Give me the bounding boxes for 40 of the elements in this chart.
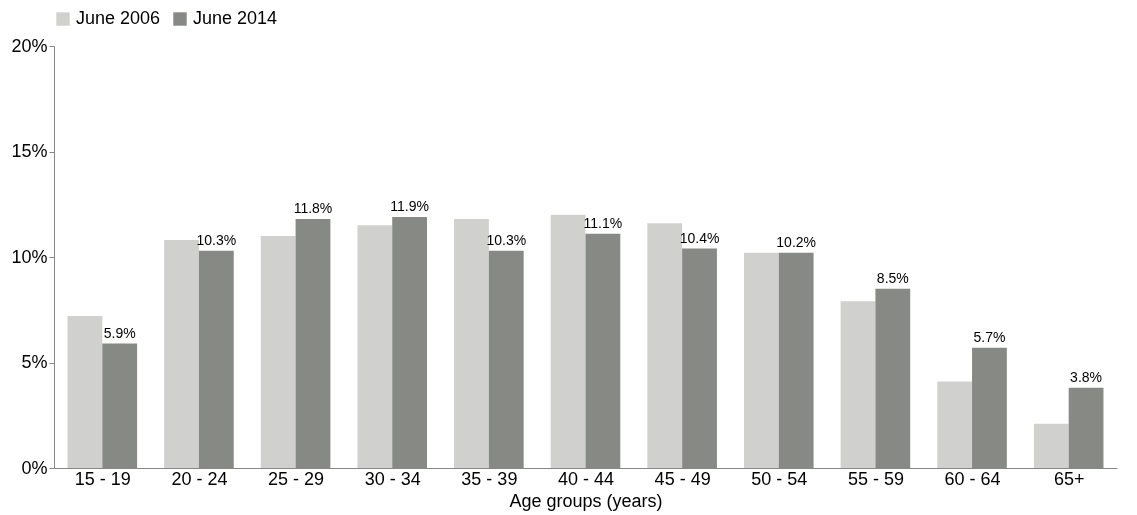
bar: [1033, 423, 1069, 468]
x-tick-label: 25 - 29: [268, 468, 325, 489]
y-tick-label: 0%: [21, 457, 48, 478]
x-tick-label: 60 - 64: [944, 468, 1001, 489]
bar: [260, 235, 296, 468]
bar: [357, 225, 393, 468]
data-label: 10.4%: [679, 229, 720, 246]
data-label: 11.1%: [583, 214, 623, 231]
data-label: 10.3%: [486, 231, 527, 248]
x-tick-label: 15 - 19: [74, 468, 131, 489]
y-tick-label: 15%: [11, 141, 48, 161]
x-tick-label: 50 - 54: [751, 468, 808, 489]
legend-label: June 2006: [76, 8, 161, 28]
x-axis-title: Age groups (years): [509, 490, 663, 511]
x-tick-label: 20 - 24: [171, 468, 228, 489]
data-label: 10.3%: [196, 231, 237, 248]
x-tick-label: 65+: [1053, 468, 1085, 489]
x-tick-label: 40 - 44: [557, 468, 615, 489]
x-tick-label: 30 - 34: [364, 468, 421, 489]
data-label: 11.8%: [293, 200, 333, 217]
bar: [164, 240, 199, 468]
x-tick-label: 45 - 49: [654, 468, 711, 489]
bar: [937, 381, 973, 468]
y-tick-label: 20%: [11, 35, 48, 56]
data-label: 3.8%: [1070, 368, 1103, 385]
data-label: 5.7%: [973, 328, 1006, 345]
bar: [550, 214, 586, 468]
data-label: 10.2%: [776, 233, 817, 250]
x-tick-label: 35 - 39: [461, 468, 518, 489]
data-label: 8.5%: [876, 269, 909, 286]
bar: [840, 301, 876, 468]
bar: [67, 316, 103, 468]
data-label: 11.9%: [390, 197, 429, 214]
bar: [454, 219, 489, 468]
legend-label: June 2014: [193, 8, 278, 28]
y-tick-label: 10%: [11, 246, 48, 267]
x-tick-label: 55 - 59: [847, 468, 904, 489]
y-tick-label: 5%: [21, 352, 48, 372]
bar: [743, 252, 779, 468]
data-label: 5.9%: [103, 324, 136, 341]
